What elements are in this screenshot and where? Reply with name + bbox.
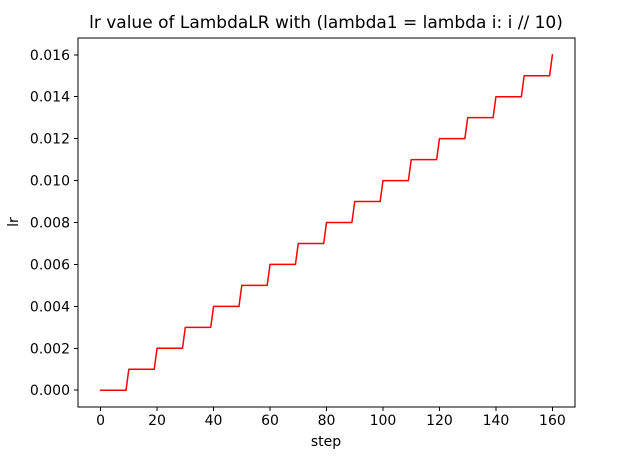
x-tick-label: 20 <box>148 413 166 429</box>
x-tick-label: 80 <box>318 413 336 429</box>
x-tick-label: 160 <box>539 413 566 429</box>
y-tick-label: 0.004 <box>30 299 70 315</box>
lr-step-line <box>99 54 554 391</box>
chart-title: lr value of LambdaLR with (lambda1 = lam… <box>89 13 563 33</box>
y-tick-label: 0.012 <box>30 132 70 148</box>
y-tick-label: 0.000 <box>30 383 70 399</box>
y-axis-label: lr <box>6 217 22 227</box>
x-tick-label: 0 <box>96 413 105 429</box>
y-tick-label: 0.002 <box>30 341 70 357</box>
y-tick-label: 0.014 <box>30 90 70 106</box>
x-tick-label: 140 <box>483 413 510 429</box>
x-tick-label: 100 <box>370 413 397 429</box>
y-tick-label: 0.016 <box>30 48 70 64</box>
x-tick-label: 60 <box>261 413 279 429</box>
y-tick-label: 0.006 <box>30 257 70 273</box>
x-axis-ticks: 0 20 40 60 80 100 120 140 160 <box>96 407 566 429</box>
x-tick-label: 120 <box>426 413 453 429</box>
y-tick-label: 0.008 <box>30 216 70 232</box>
x-axis-label: step <box>311 434 341 450</box>
y-axis-ticks: 0.000 0.002 0.004 0.006 0.008 0.010 0.012 0.014… <box>30 48 78 399</box>
x-tick-label: 40 <box>205 413 223 429</box>
y-tick-label: 0.010 <box>30 174 70 190</box>
